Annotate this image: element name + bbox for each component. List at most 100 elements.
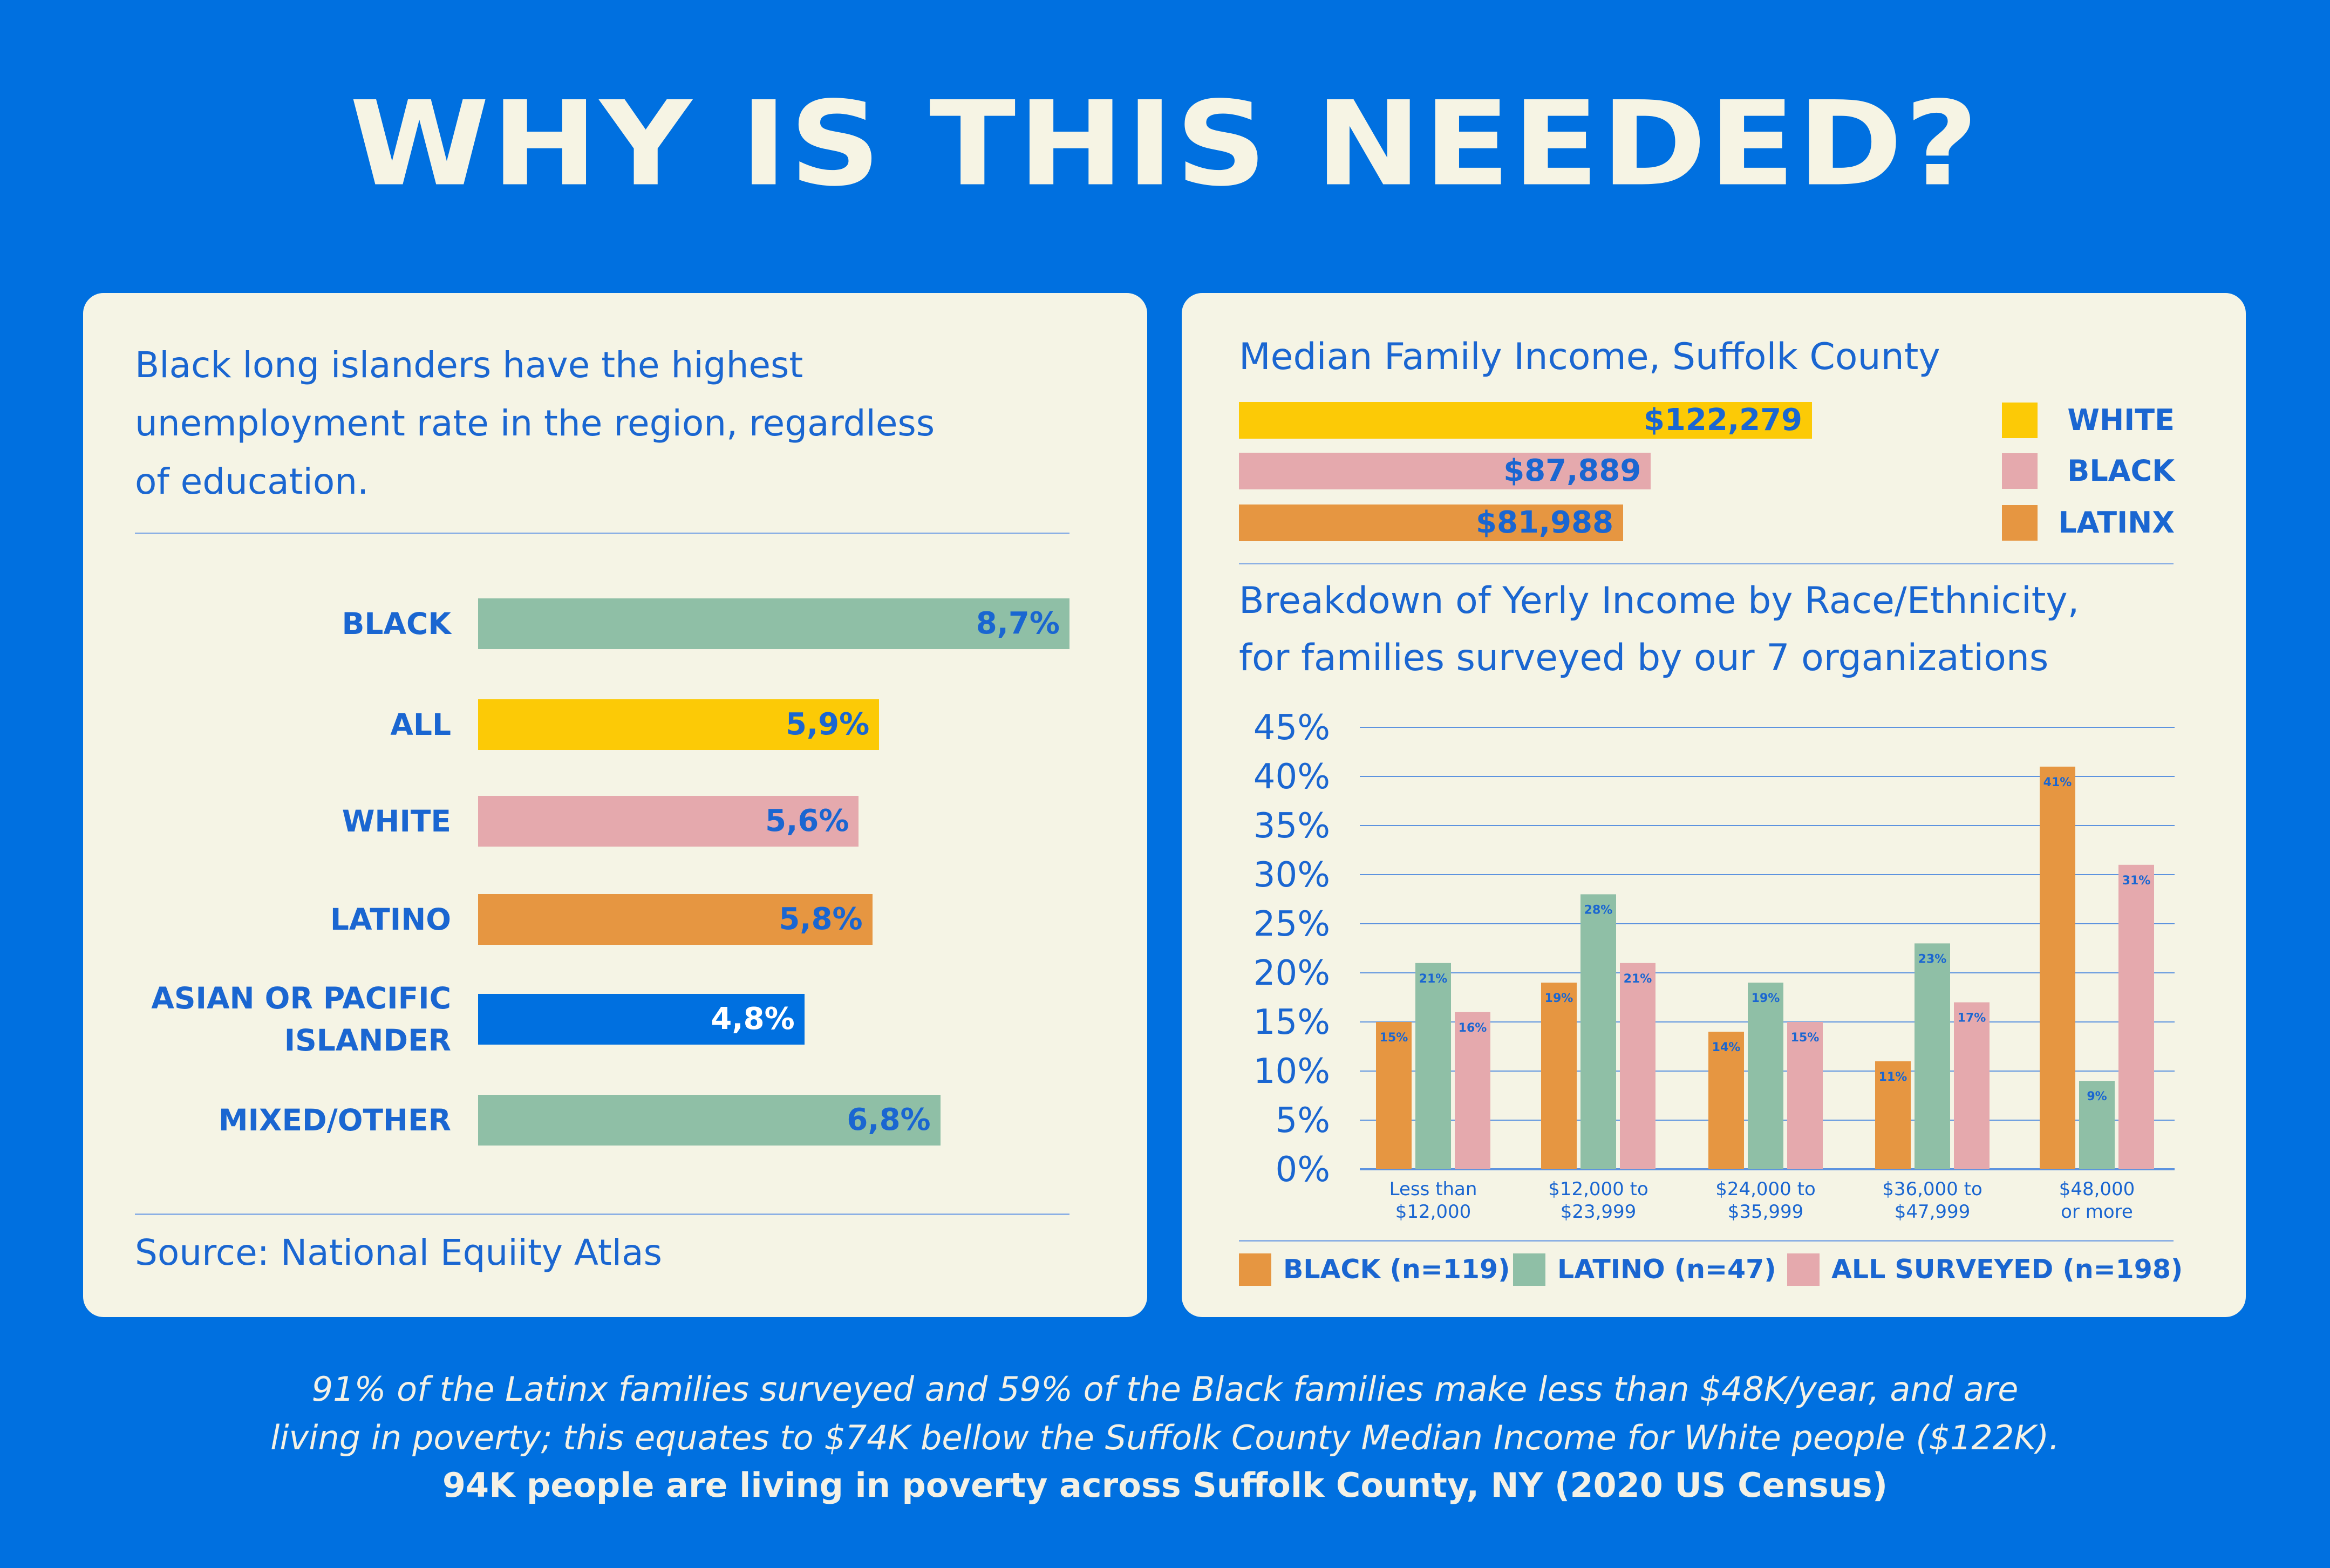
unemployment-value: 5,8% <box>779 902 863 937</box>
column-bar <box>1915 943 1950 1169</box>
unemployment-panel: Black long islanders have the highest un… <box>83 293 1147 1317</box>
unemployment-value: 4,8% <box>711 1001 795 1037</box>
x-category-label: $12,000 <box>1395 1201 1471 1223</box>
x-category-label: $48,000 <box>2059 1178 2135 1200</box>
unemployment-category: LATINO <box>330 902 451 937</box>
unemployment-bar: 8,7% <box>478 598 1069 649</box>
footnote-line: 91% of the Latinx families surveyed and … <box>311 1369 2019 1409</box>
legend-label: LATINX <box>2058 506 2175 540</box>
unemployment-category: WHITE <box>342 804 451 838</box>
legend-swatch <box>1513 1253 1545 1286</box>
breakdown-title-line: Breakdown of Yerly Income by Race/Ethnic… <box>1239 580 2080 622</box>
unemployment-bar: 6,8% <box>478 1095 941 1146</box>
income-title: Median Family Income, Suffolk County <box>1239 336 1940 378</box>
column-value-label: 14% <box>1712 1041 1741 1054</box>
x-category-label: $23,999 <box>1561 1201 1637 1223</box>
unemployment-bar: 5,8% <box>478 894 873 945</box>
column-value-label: 15% <box>1380 1031 1408 1045</box>
column-bar <box>1787 1022 1823 1169</box>
y-tick-label: 40% <box>1253 757 1330 797</box>
column-value-label: 21% <box>1419 972 1448 986</box>
column-value-label: 41% <box>2043 776 2072 789</box>
x-category-label: $36,000 to <box>1882 1178 1982 1200</box>
x-category-label: or more <box>2061 1201 2133 1223</box>
footnote-line: living in poverty; this equates to $74K … <box>270 1418 2060 1457</box>
column-bar <box>1748 983 1783 1169</box>
y-tick-label: 5% <box>1275 1101 1330 1141</box>
column-bar <box>2040 766 2075 1169</box>
divider <box>135 1214 1069 1215</box>
income-bar: $81,988 <box>1239 505 1624 541</box>
unemployment-category: BLACK <box>342 606 451 641</box>
source-note: Source: National Equiity Atlas <box>135 1232 662 1273</box>
x-category-label: $12,000 to <box>1548 1178 1648 1200</box>
breakdown-title: Breakdown of Yerly Income by Race/Ethnic… <box>1239 572 2079 687</box>
income-bar: $87,889 <box>1239 453 1651 489</box>
income-value: $122,279 <box>1643 403 1802 438</box>
column-bar <box>1620 963 1655 1169</box>
legend-label: ALL SURVEYED (n=198) <box>1831 1254 2183 1285</box>
unemployment-bar: 4,8% <box>478 994 805 1045</box>
column-value-label: 11% <box>1879 1071 1907 1084</box>
divider <box>1239 563 2174 564</box>
unemployment-category: MIXED/OTHER <box>218 1103 451 1137</box>
column-bar <box>2118 864 2154 1169</box>
column-bar <box>1455 1012 1490 1169</box>
y-tick-label: 10% <box>1253 1052 1330 1092</box>
legend-swatch <box>2002 403 2038 438</box>
column-value-label: 16% <box>1459 1021 1487 1035</box>
column-value-label: 21% <box>1624 972 1652 986</box>
column-bar <box>2079 1081 2115 1169</box>
column-bar <box>1415 963 1451 1169</box>
legend-swatch <box>1787 1253 1820 1286</box>
divider <box>135 533 1069 534</box>
column-value-label: 17% <box>1958 1012 1986 1025</box>
column-value-label: 19% <box>1752 992 1780 1005</box>
unemployment-value: 6,8% <box>847 1102 931 1137</box>
unemployment-value: 8,7% <box>976 606 1060 641</box>
column-value-label: 23% <box>1918 952 1947 966</box>
legend-label: BLACK <box>2067 454 2175 488</box>
unemployment-category: ALL <box>390 707 451 742</box>
income-bar: $122,279 <box>1239 402 1812 439</box>
x-category-label: $24,000 to <box>1715 1178 1816 1200</box>
y-tick-label: 20% <box>1253 953 1330 993</box>
unemployment-value: 5,6% <box>765 803 849 838</box>
column-value-label: 19% <box>1545 992 1573 1005</box>
x-category-label: $35,999 <box>1728 1201 1804 1223</box>
column-bar <box>1875 1061 1911 1169</box>
y-tick-label: 15% <box>1253 1003 1330 1042</box>
y-tick-label: 35% <box>1253 806 1330 846</box>
legend-swatch <box>1239 1253 1271 1286</box>
legend-label: WHITE <box>2067 403 2175 437</box>
y-tick-label: 25% <box>1253 904 1330 944</box>
intro-line: Black long islanders have the highest <box>135 344 803 386</box>
x-category-label: $47,999 <box>1895 1201 1971 1223</box>
y-tick-label: 30% <box>1253 855 1330 895</box>
legend-label: LATINO (n=47) <box>1557 1254 1776 1285</box>
income-breakdown-chart: 45% 40% 35% 30% 25% 20% 15% 10% 5% 0% 15% 19% 14% 11%… <box>1253 708 2175 1223</box>
unemployment-bar: 5,6% <box>478 796 859 847</box>
legend-label: BLACK (n=119) <box>1283 1254 1510 1285</box>
column-value-label: 28% <box>1584 903 1613 917</box>
intro-line: unemployment rate in the region, regardl… <box>135 403 935 444</box>
column-bar <box>1954 1002 1990 1169</box>
column-value-label: 15% <box>1791 1031 1820 1045</box>
column-bar <box>1541 983 1577 1169</box>
x-category-label: Less than <box>1389 1178 1477 1200</box>
income-value: $81,988 <box>1476 505 1614 540</box>
unemployment-value: 5,9% <box>785 707 870 742</box>
column-bar <box>1708 1032 1744 1169</box>
column-bar <box>1580 894 1616 1169</box>
intro-line: of education. <box>135 461 369 502</box>
column-value-label: 31% <box>2122 874 2151 888</box>
income-panel: Median Family Income, Suffolk County $12… <box>1182 293 2246 1317</box>
y-tick-label: 0% <box>1275 1150 1330 1190</box>
legend-swatch <box>2002 453 2038 489</box>
income-value: $87,889 <box>1503 453 1641 488</box>
page-title: WHY IS THIS NEEDED? <box>349 76 1981 213</box>
column-value-label: 9% <box>2087 1090 2107 1103</box>
unemployment-bar: 5,9% <box>478 699 880 750</box>
y-tick-label: 45% <box>1253 708 1330 748</box>
breakdown-title-line: for families surveyed by our 7 organizat… <box>1239 637 2049 679</box>
